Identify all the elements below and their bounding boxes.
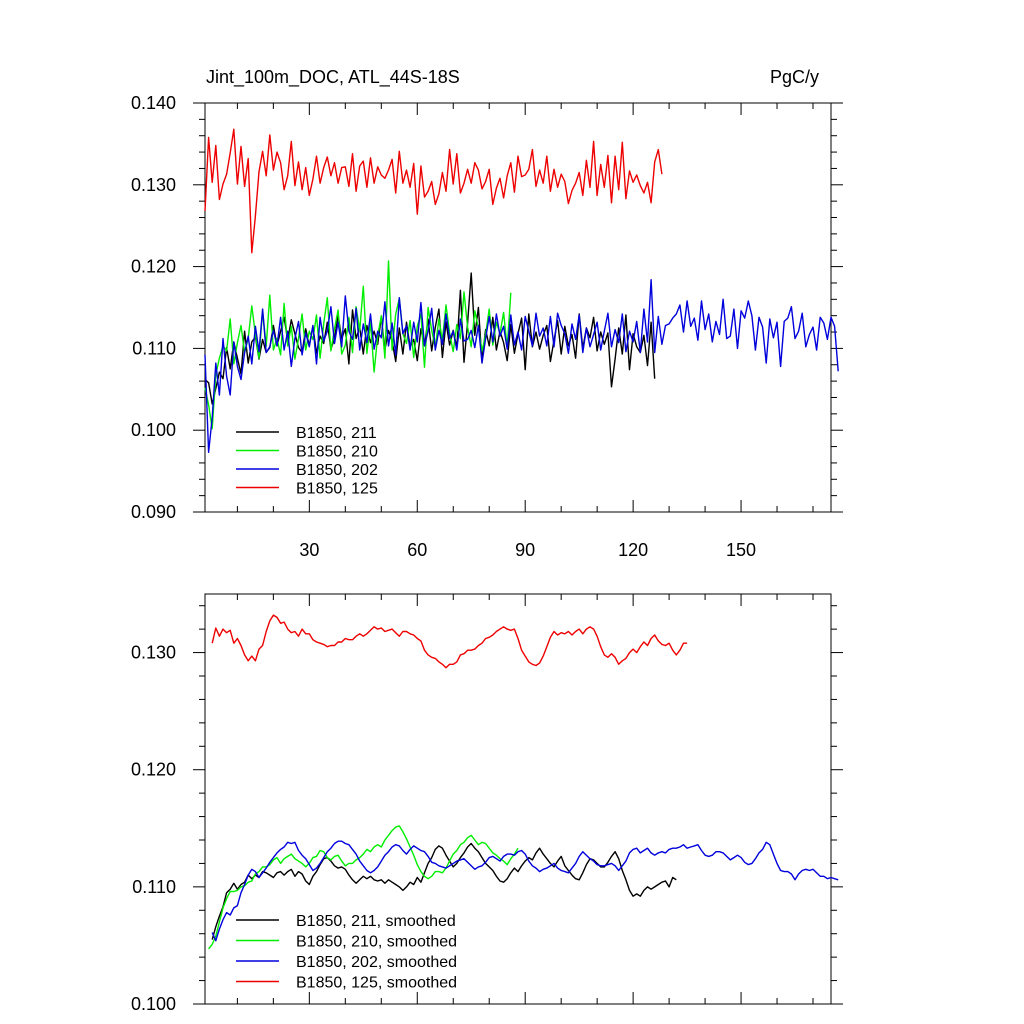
y-tick-label: 0.130 — [131, 175, 176, 195]
units-label: PgC/y — [770, 67, 819, 87]
y-tick-label: 0.100 — [131, 994, 176, 1014]
legend-label: B1850, 210, smoothed — [296, 934, 457, 951]
x-tick-label: 150 — [726, 540, 756, 560]
bottom-panel: 0.100 0.110 0.120 0.130 B1850, 211, smoothed… — [131, 593, 843, 1014]
y-tick-label: 0.120 — [131, 760, 176, 780]
legend-label: B1850, 202, smoothed — [296, 954, 457, 971]
series-line — [211, 614, 688, 669]
x-tick-label: 60 — [407, 540, 427, 560]
plot-frame — [204, 593, 832, 1005]
y-tick-label: 0.120 — [131, 257, 176, 277]
y-tick-label: 0.140 — [131, 93, 176, 113]
y-tick-label: 0.100 — [131, 420, 176, 440]
series-line — [204, 128, 663, 254]
plot-frame — [204, 102, 832, 513]
top-panel: Jint_100m_DOC, ATL_44S-18S PgC/y 0.090 0.… — [131, 67, 843, 560]
y-tick-label: 0.110 — [132, 338, 176, 358]
series-line — [204, 260, 512, 430]
y-tick-label: 0.110 — [132, 877, 176, 897]
legend-label: B1850, 211, smoothed — [296, 913, 456, 930]
y-tick-label: 0.130 — [131, 643, 176, 663]
legend-label: B1850, 210 — [296, 444, 378, 461]
y-tick-label: 0.090 — [131, 502, 176, 522]
series-line — [211, 840, 839, 942]
legend-label: B1850, 125 — [296, 481, 378, 498]
x-tick-label: 120 — [618, 540, 648, 560]
series-line — [208, 825, 519, 950]
series-line — [204, 279, 839, 453]
x-tick-label: 90 — [515, 540, 535, 560]
legend-label: B1850, 125, smoothed — [296, 975, 457, 992]
legend-label: B1850, 202 — [296, 462, 378, 479]
legend-label: B1850, 211 — [296, 425, 377, 442]
x-tick-label: 30 — [299, 540, 319, 560]
chart-title: Jint_100m_DOC, ATL_44S-18S — [206, 67, 460, 88]
